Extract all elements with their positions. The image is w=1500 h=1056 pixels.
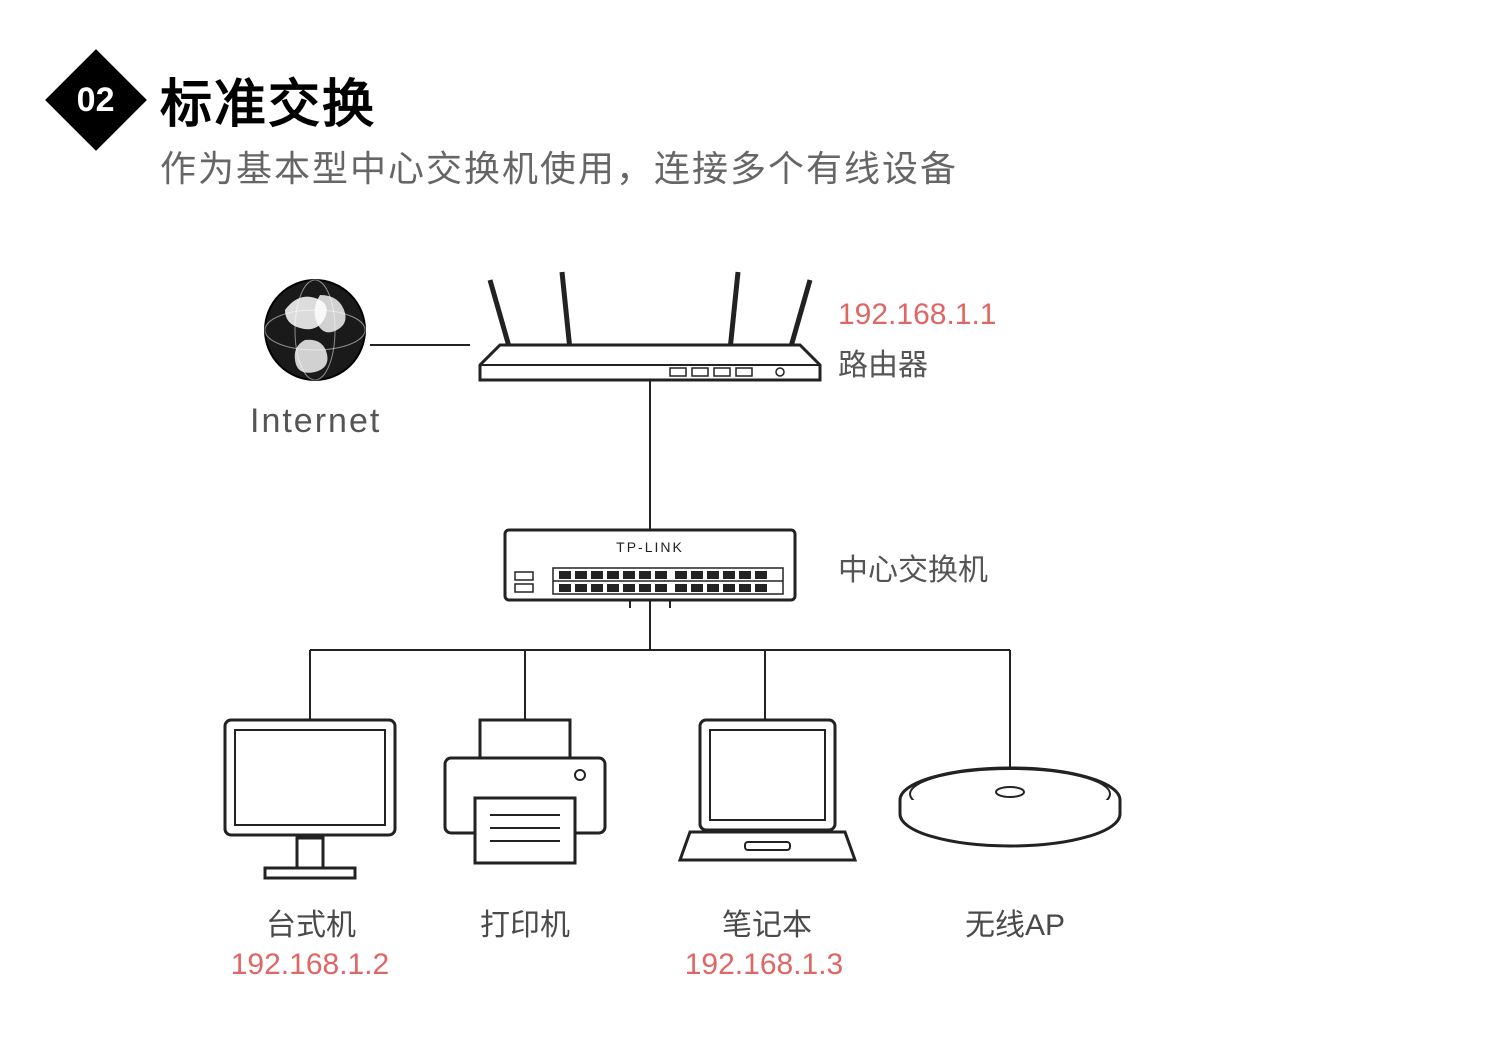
router-label: 路由器 <box>838 340 928 384</box>
internet-label: Internet <box>250 402 381 441</box>
desktop-icon <box>225 720 395 878</box>
switch-label: 中心交换机 <box>838 545 988 589</box>
router-icon <box>480 272 820 380</box>
switch-icon: TP-LINK <box>505 530 795 600</box>
router-ip: 192.168.1.1 <box>838 298 996 332</box>
laptop-label: 笔记本 <box>692 900 842 944</box>
laptop-icon <box>680 720 855 860</box>
network-diagram: TP-LINK <box>0 0 1500 1056</box>
printer-label: 打印机 <box>450 900 600 944</box>
desktop-ip: 192.168.1.2 <box>200 948 420 982</box>
desktop-label: 台式机 <box>236 900 386 944</box>
ap-label: 无线AP <box>940 900 1090 944</box>
svg-text:TP-LINK: TP-LINK <box>616 539 684 555</box>
printer-icon <box>445 720 605 863</box>
globe-icon <box>265 280 365 380</box>
laptop-ip: 192.168.1.3 <box>654 948 874 982</box>
ap-icon <box>900 768 1120 846</box>
